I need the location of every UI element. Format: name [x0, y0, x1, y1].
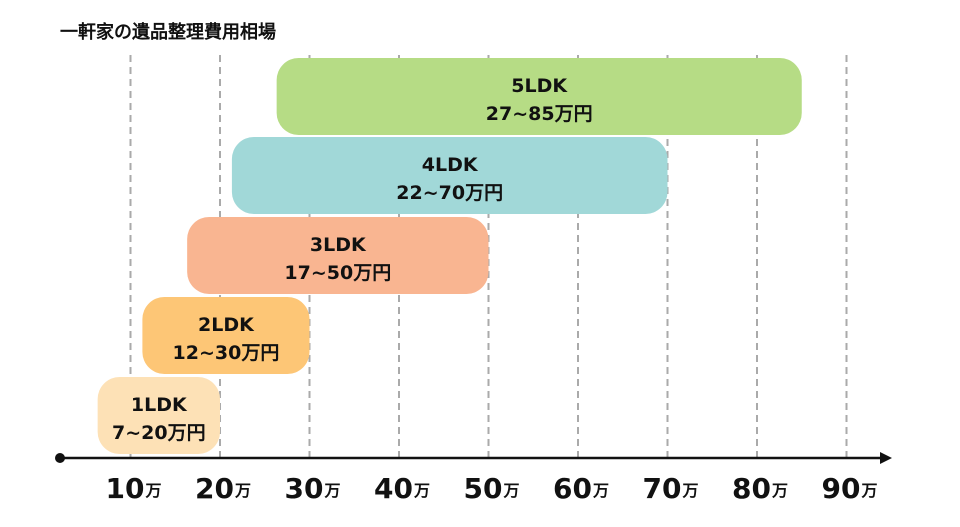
- x-tick-label: 40: [374, 472, 413, 505]
- bar-label-name: 2LDK: [198, 314, 255, 336]
- x-tick-unit: 万: [234, 481, 251, 500]
- bar-label-name: 1LDK: [131, 394, 188, 416]
- x-tick-label: 60: [553, 472, 592, 505]
- x-tick-label: 90: [822, 472, 861, 505]
- x-tick-unit: 万: [324, 481, 341, 500]
- x-tick-unit: 万: [771, 481, 788, 500]
- x-tick-label: 80: [732, 472, 771, 505]
- x-tick-label: 70: [643, 472, 682, 505]
- x-tick-label: 30: [285, 472, 324, 505]
- x-tick-label: 20: [195, 472, 234, 505]
- bar-label-range: 22~70万円: [396, 182, 503, 204]
- x-tick-unit: 万: [682, 481, 699, 500]
- x-tick-unit: 万: [145, 481, 162, 500]
- bar-label-range: 12~30万円: [173, 342, 280, 364]
- x-axis-arrow-icon: [880, 452, 892, 464]
- bar-label-range: 27~85万円: [486, 103, 593, 125]
- bar-4ldk: [231, 137, 668, 214]
- x-tick-unit: 万: [861, 481, 878, 500]
- bar-label-name: 5LDK: [511, 75, 568, 97]
- bar-label-range: 7~20万円: [112, 422, 206, 444]
- x-tick-unit: 万: [592, 481, 609, 500]
- bar-2ldk: [142, 297, 310, 374]
- x-tick-label: 10: [106, 472, 145, 505]
- bar-label-name: 3LDK: [310, 234, 367, 256]
- x-axis-origin-dot: [55, 453, 65, 463]
- x-tick-unit: 万: [503, 481, 520, 500]
- bar-5ldk: [276, 58, 802, 135]
- chart-title: 一軒家の遺品整理費用相場: [60, 22, 276, 43]
- bar-label-range: 17~50万円: [284, 262, 391, 284]
- x-tick-label: 50: [464, 472, 503, 505]
- bar-1ldk: [97, 377, 220, 454]
- x-tick-unit: 万: [413, 481, 430, 500]
- bar-3ldk: [187, 217, 489, 294]
- bar-label-name: 4LDK: [422, 154, 479, 176]
